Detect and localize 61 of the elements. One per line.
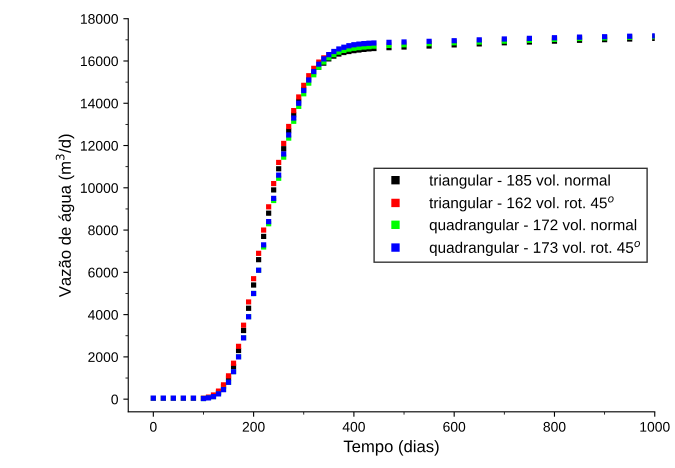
x-axis-title: Tempo (dias) — [344, 440, 439, 456]
point — [276, 172, 282, 178]
point — [256, 257, 262, 262]
point — [286, 132, 292, 138]
point — [351, 42, 356, 48]
point — [281, 146, 286, 152]
y-tick-label: 8000 — [88, 225, 118, 236]
legend-label: triangular - 185 vol. normal — [429, 174, 610, 189]
legend-label: triangular - 162 vol. rot. 45$^{o}$ — [429, 196, 614, 212]
point — [240, 322, 246, 328]
point — [271, 180, 276, 186]
point — [331, 48, 336, 54]
point — [271, 187, 276, 193]
point — [341, 44, 346, 50]
x-tick-label: 400 — [342, 422, 365, 432]
point — [261, 242, 266, 248]
point — [261, 227, 266, 233]
y-tick-label: 2000 — [88, 352, 118, 362]
point — [336, 46, 342, 52]
point — [291, 108, 296, 114]
y-tick-label: 6000 — [88, 268, 118, 278]
point — [251, 276, 256, 282]
point — [281, 140, 286, 146]
legend-label: quadrangular - 173 vol. rot. 45$^{o}$ — [430, 240, 640, 256]
x-tick-label: 0 — [150, 422, 157, 432]
point — [291, 115, 296, 121]
y-axis-title: Vazão de água (m$^{3}$/d) — [56, 134, 74, 298]
y-tick-label: 0 — [111, 394, 118, 404]
point — [286, 124, 292, 130]
point — [361, 41, 367, 46]
point — [230, 360, 236, 366]
legend-label: quadrangular - 172 vol. normal — [430, 219, 636, 234]
point — [366, 40, 372, 46]
x-tick-label: 1000 — [640, 422, 670, 432]
point — [301, 82, 306, 88]
y-tick-label: 4000 — [88, 310, 118, 320]
x-tick-label: 600 — [443, 422, 466, 432]
point — [276, 166, 282, 172]
point — [261, 234, 266, 240]
point — [266, 204, 272, 210]
point — [266, 210, 272, 216]
point — [271, 196, 276, 201]
point — [281, 151, 286, 157]
point — [246, 306, 252, 311]
point — [240, 328, 246, 334]
y-tick-label: 16000 — [80, 56, 118, 66]
point — [236, 344, 242, 349]
point — [346, 43, 352, 48]
y-tick-label: 12000 — [80, 140, 118, 151]
point — [246, 299, 252, 305]
point — [356, 41, 362, 47]
point — [276, 160, 282, 166]
x-tick-label: 800 — [543, 422, 566, 432]
point — [316, 62, 322, 67]
point — [251, 282, 256, 288]
x-tick-label: 200 — [242, 422, 265, 432]
y-tick-label: 10000 — [80, 183, 118, 193]
point — [256, 250, 262, 256]
y-tick-label: 14000 — [80, 98, 118, 108]
point — [296, 94, 302, 100]
y-tick-label: 18000 — [80, 14, 118, 24]
